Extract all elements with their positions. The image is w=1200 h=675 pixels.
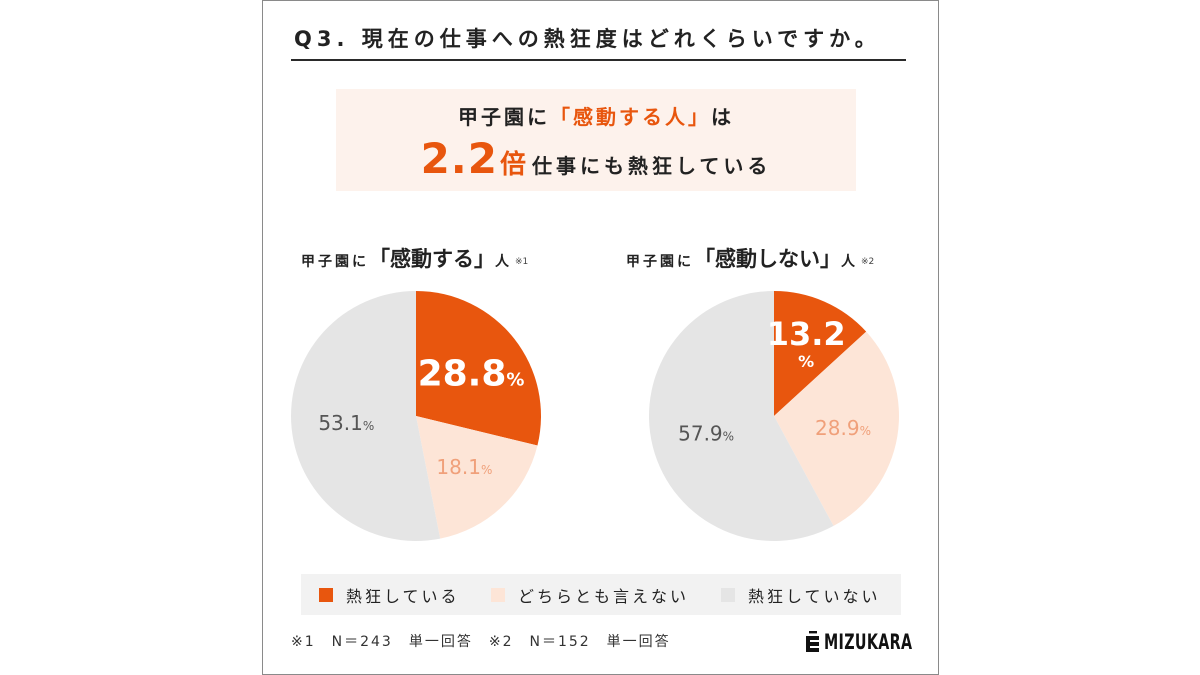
legend-item-not-enthusiastic: 熱狂していない xyxy=(721,574,881,615)
legend-swatch-enthusiastic xyxy=(319,587,333,602)
legend-label-not-enthusiastic: 熱狂していない xyxy=(748,586,881,606)
chart-title-not-moved-text: 甲子園に「感動しない」人 xyxy=(626,247,858,271)
legend-label-enthusiastic: 熱狂している xyxy=(346,586,460,606)
data-label-value-neutral: 18.1 xyxy=(436,455,481,479)
data-label-unit-text: % xyxy=(723,429,734,443)
pie-chart-moved: 28.8% 18.1% 53.1% xyxy=(286,286,546,546)
chart-title-not-moved: 甲子園に「感動しない」人 ※2 xyxy=(626,244,874,274)
ratio-unit: 倍 xyxy=(499,150,526,180)
data-label-unit-text: % xyxy=(798,352,814,371)
pie-slice-not-enthusiastic xyxy=(648,291,834,541)
data-label-unit-text: % xyxy=(481,463,492,477)
ratio-value: 2.2 xyxy=(420,134,498,183)
pie-slice-neutral xyxy=(416,416,538,539)
data-label-neutral: 18.1% xyxy=(436,455,492,479)
pie-svg-not-moved: 13.2%28.9%57.9% xyxy=(648,291,899,541)
footnotes: ※1 N＝243 単一回答 ※2 N＝152 単一回答 xyxy=(291,631,671,653)
data-label-enthusiastic: 13.2 xyxy=(767,315,846,353)
data-label-not-enthusiastic: 53.1% xyxy=(318,411,374,435)
chart-title-not-moved-text-post: 人 xyxy=(841,254,858,270)
legend-item-neutral: どちらとも言えない xyxy=(491,574,689,615)
chart-note-moved: ※1 xyxy=(515,257,529,267)
legend-swatch-not-enthusiastic xyxy=(721,587,735,602)
chart-legend: 熱狂している どちらとも言えない 熱狂していない xyxy=(301,574,901,615)
data-label-neutral: 28.9% xyxy=(815,416,871,440)
data-label-value-not-enthusiastic: 53.1 xyxy=(318,411,363,435)
footnote-2: ※2 N＝152 単一回答 xyxy=(488,634,671,650)
data-label-unit-text: % xyxy=(506,370,524,391)
key-finding-line1-pre: 甲子園に xyxy=(458,105,550,129)
chart-title-moved-text-post: 人 xyxy=(495,254,512,270)
chart-title-moved-text-pre: 甲子園に xyxy=(301,254,369,270)
pie-slice-enthusiastic xyxy=(416,291,541,446)
pie-slice-neutral xyxy=(774,331,899,526)
key-finding-line1-post: は xyxy=(711,105,734,129)
key-finding-box: 甲子園に「感動する人」は 2.2倍 仕事にも熱狂している xyxy=(336,89,856,191)
chart-title-not-moved-text-emph: 「感動しない」 xyxy=(694,247,841,271)
mizukara-logo-icon xyxy=(806,631,819,652)
infographic-card: Q3. 現在の仕事への熱狂度はどれくらいですか。 甲子園に「感動する人」は 2.… xyxy=(262,0,939,675)
pie-slice-enthusiastic xyxy=(774,291,867,416)
pie-chart-not-moved: 13.2% 28.9% 57.9% xyxy=(644,286,904,546)
data-label-value-enthusiastic: 13.2 xyxy=(767,315,846,353)
key-finding-line1: 甲子園に「感動する人」は xyxy=(336,103,856,131)
data-label-not-enthusiastic: 57.9% xyxy=(678,421,734,445)
pie-slice-not-enthusiastic xyxy=(291,291,441,541)
pie-svg-moved: 28.8%18.1%53.1% xyxy=(291,291,541,541)
chart-title-moved-text: 甲子園に「感動する」人 xyxy=(301,247,512,271)
key-finding-line2: 2.2倍 仕事にも熱狂している xyxy=(336,133,856,185)
legend-item-enthusiastic: 熱狂している xyxy=(319,574,460,615)
footnote-1: ※1 N＝243 単一回答 xyxy=(291,634,473,650)
logo-wordmark: MIZUKARA xyxy=(824,630,913,654)
legend-swatch-neutral xyxy=(491,587,505,602)
data-label-unit-text: % xyxy=(363,419,374,433)
data-label-value-not-enthusiastic: 57.9 xyxy=(678,421,723,445)
key-finding-line2-text: 仕事にも熱狂している xyxy=(532,154,772,178)
chart-title-not-moved-text-pre: 甲子園に xyxy=(626,254,694,270)
key-finding-line1-emph: 「感動する人」 xyxy=(550,105,711,129)
data-label-enthusiastic: 28.8% xyxy=(418,354,525,395)
data-label-value-neutral: 28.9 xyxy=(815,416,860,440)
question-title: Q3. 現在の仕事への熱狂度はどれくらいですか。 xyxy=(291,24,906,61)
data-label-unit-enthusiastic: % xyxy=(798,352,814,371)
data-label-value-enthusiastic: 28.8 xyxy=(418,354,507,395)
legend-label-neutral: どちらとも言えない xyxy=(518,586,690,606)
data-label-unit-text: % xyxy=(860,424,871,438)
chart-title-moved: 甲子園に「感動する」人 ※1 xyxy=(301,244,528,274)
chart-note-not-moved: ※2 xyxy=(861,257,875,267)
brand-logo: MIZUKARA xyxy=(806,629,916,655)
chart-title-moved-text-emph: 「感動する」 xyxy=(369,247,495,271)
